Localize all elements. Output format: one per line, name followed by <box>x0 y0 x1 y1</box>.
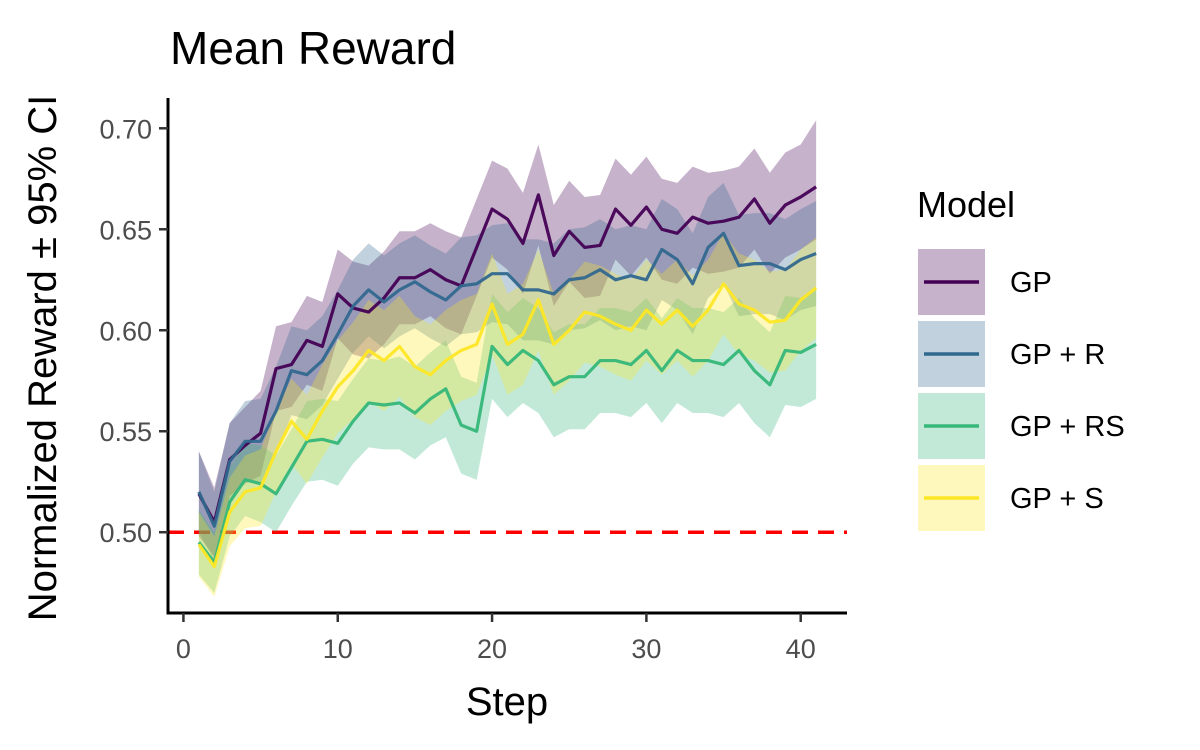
legend-label-1: GP <box>1010 267 1052 299</box>
chart-title: Mean Reward <box>170 22 456 74</box>
axes: 0.50 0.55 0.60 0.65 0.70 0 10 20 30 40 <box>99 98 847 664</box>
series-line-3 <box>197 342 817 565</box>
series-line-1 <box>197 185 818 524</box>
plot-area <box>168 120 847 597</box>
y-tick-label: 0.70 <box>99 114 152 144</box>
y-tick-label: 0.50 <box>99 518 152 548</box>
y-axis-title: Normalized Reward ± 95% CI <box>21 95 65 622</box>
legend-title: Model <box>917 184 1015 225</box>
x-tick-label: 40 <box>786 634 816 664</box>
ci-band-2 <box>198 182 817 561</box>
x-axis-title: Step <box>466 680 548 724</box>
y-tick-label: 0.65 <box>99 215 152 245</box>
ci-band-3 <box>198 289 817 593</box>
legend-label-4: GP + S <box>1010 483 1104 515</box>
y-tick-label: 0.60 <box>99 316 152 346</box>
x-tick-label: 20 <box>477 634 507 664</box>
series-line-2 <box>197 231 817 528</box>
x-tick-label: 10 <box>323 634 353 664</box>
x-tick-label: 30 <box>631 634 661 664</box>
series-line-4 <box>197 282 818 569</box>
y-tick-label: 0.55 <box>99 417 152 447</box>
legend-label-3: GP + RS <box>1010 411 1125 443</box>
x-tick-label: 0 <box>176 634 191 664</box>
legend: Model GP GP + R GP + RS GP + S <box>917 184 1125 531</box>
legend-label-2: GP + R <box>1010 339 1105 371</box>
